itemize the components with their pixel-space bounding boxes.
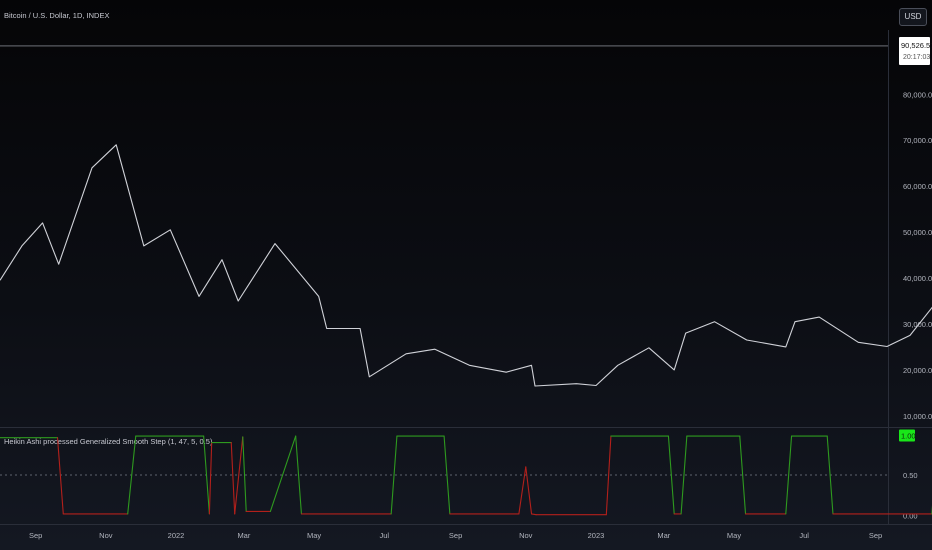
indicator-segment — [443, 435, 451, 515]
time-axis-tick: Nov — [99, 531, 113, 540]
time-axis-tick: Jul — [799, 531, 809, 540]
price-axis-tick: 70,000.00 — [903, 136, 932, 145]
countdown-label: 20:17:03 — [903, 54, 930, 61]
time-axis-tick: Mar — [237, 531, 250, 540]
indicator-segment — [56, 437, 64, 515]
indicator-segment — [127, 435, 137, 515]
indicator-segment — [208, 442, 213, 515]
price-series-line — [0, 144, 932, 387]
indicator-segment — [390, 435, 398, 515]
indicator-value-badge — [899, 429, 915, 442]
time-axis-tick: Sep — [449, 531, 462, 540]
indicator-segment — [826, 435, 834, 515]
indicator-value-label: 1.00 — [901, 431, 916, 440]
price-axis-tick: 30,000.00 — [903, 320, 932, 329]
last-price-label: 90,526.57 — [901, 41, 932, 50]
indicator-segment — [230, 442, 236, 515]
price-axis-tick: 80,000.00 — [903, 90, 932, 99]
time-axis-tick: 2023 — [588, 531, 605, 540]
indicator-segment — [269, 435, 297, 513]
price-axis-tick: 60,000.00 — [903, 182, 932, 191]
time-axis-tick: Jul — [379, 531, 389, 540]
price-axis-tick: 10,000.00 — [903, 412, 932, 421]
indicator-segment — [785, 435, 793, 515]
time-axis-tick: Nov — [519, 531, 533, 540]
indicator-axis-tick: 0.00 — [903, 512, 918, 521]
indicator-segment — [203, 435, 210, 515]
indicator-segment — [605, 435, 612, 516]
time-axis-tick: Sep — [29, 531, 42, 540]
price-axis-tick: 50,000.00 — [903, 228, 932, 237]
price-axis-tick: 40,000.00 — [903, 274, 932, 283]
indicator-segment — [739, 435, 747, 515]
indicator-segment — [680, 435, 688, 515]
indicator-segment — [530, 513, 537, 516]
time-axis-tick: Sep — [869, 531, 882, 540]
indicator-segment — [667, 435, 675, 515]
indicator-segment — [234, 436, 244, 515]
indicator-axis-tick: 0.50 — [903, 471, 918, 480]
currency-button[interactable]: USD — [899, 8, 927, 26]
time-axis-tick: 2022 — [168, 531, 185, 540]
indicator-label: Heikin Ashi processed Generalized Smooth… — [4, 437, 213, 446]
price-axis-tick: 20,000.00 — [903, 366, 932, 375]
time-axis-tick: May — [727, 531, 741, 540]
last-price-badge — [899, 36, 930, 65]
indicator-segment — [518, 466, 527, 515]
indicator-segment — [295, 435, 302, 515]
indicator-segment — [242, 436, 247, 513]
time-axis-tick: May — [307, 531, 321, 540]
chart-title: Bitcoin / U.S. Dollar, 1D, INDEX — [4, 11, 110, 20]
time-axis-tick: Mar — [657, 531, 670, 540]
indicator-segment — [525, 466, 533, 515]
